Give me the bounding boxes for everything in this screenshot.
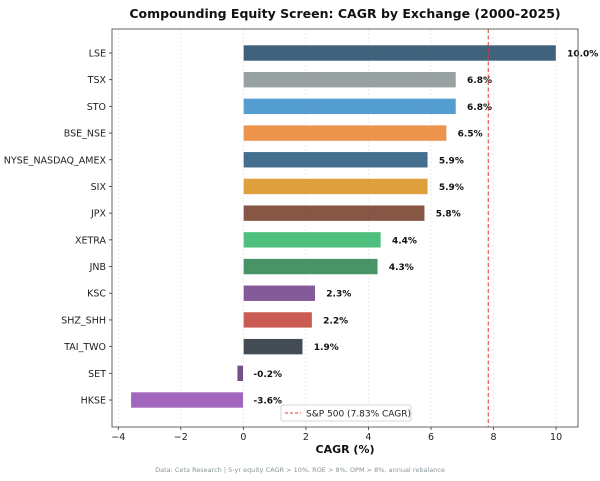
y-tick-label: BSE_NSE [64,129,106,140]
data-label: 4.3% [389,263,414,273]
y-tick-label: TAI_TWO [63,342,106,353]
bar-bse-nse [243,124,447,142]
y-tick-label: XETRA [75,235,107,246]
y-tick-label: SHZ_SHH [61,315,106,326]
data-label: -0.2% [253,370,282,380]
bar-sto [243,98,457,115]
bar-jpx [243,204,426,222]
legend-box [280,404,412,422]
legend-label: S&P 500 (7.83% CAGR) [306,410,411,420]
data-label: 6.8% [467,103,492,113]
data-label: 2.2% [323,316,348,326]
data-label: 6.5% [458,130,483,140]
x-tick-label: 4 [365,432,371,443]
data-label: -3.6% [253,397,282,407]
bar-xetra [243,231,382,249]
y-tick-label: JPX [90,209,107,220]
bar-tai-two [243,338,304,355]
bar-tsx [243,71,457,88]
x-tick-label: 8 [491,432,497,443]
x-tick-label: 2 [303,432,309,443]
y-tick-label: JNB [89,262,106,273]
bar-hkse [130,391,244,409]
y-tick-label: STO [87,102,106,113]
plot-frame [111,28,579,428]
bar-ksc [243,284,316,302]
bar-set [236,365,244,382]
x-axis-label: CAGR (%) [316,443,375,456]
x-tick-label: 0 [240,432,246,443]
data-label: 2.3% [326,290,351,300]
footnote: Data: Ceta Research | 5-yr equity CAGR >… [155,466,445,474]
data-label: 10.0% [567,50,598,60]
legend: S&P 500 (7.83% CAGR) [280,404,412,422]
data-label: 1.9% [314,343,339,353]
bar-six [243,178,429,195]
x-tick-label: 10 [550,432,562,443]
chart-title: Compounding Equity Screen: CAGR by Excha… [129,6,560,21]
y-tick-label: HKSE [81,396,106,407]
bar-lse [243,44,557,62]
x-tick-label: −2 [174,432,188,443]
y-tick-label: NYSE_NASDAQ_AMEX [4,155,107,166]
data-label: 6.8% [467,76,492,86]
data-label: 5.9% [439,183,464,193]
data-label: 5.9% [439,156,464,166]
x-tick-label: 6 [428,432,434,443]
bar-jnb [243,258,379,275]
y-tick-label: LSE [89,49,106,60]
y-tick-label: KSC [87,289,106,300]
y-tick-label: SET [88,369,106,380]
bar-shz-shh [243,311,313,329]
y-tick-label: TSX [87,75,107,86]
bar-nyse-nasdaq-amex [243,151,429,169]
x-tick-label: −4 [111,432,125,443]
data-label: 5.8% [436,210,461,220]
y-tick-label: SIX [91,182,107,193]
data-label: 4.4% [392,236,417,246]
